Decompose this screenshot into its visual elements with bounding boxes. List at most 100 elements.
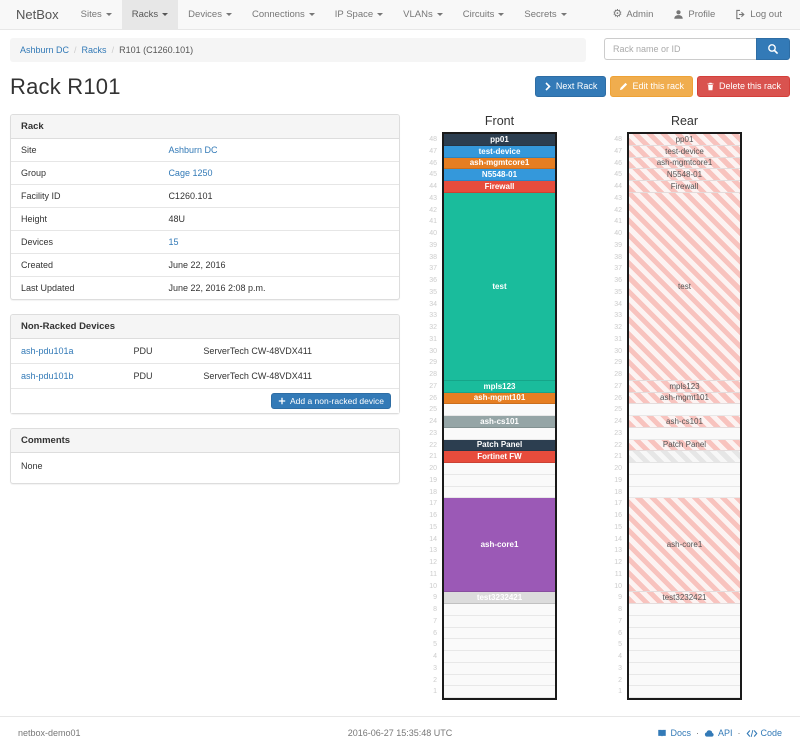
rack-unit-test3232421[interactable]: test3232421 bbox=[629, 592, 740, 604]
unit-number: 13 bbox=[429, 547, 437, 555]
unit-number: 40 bbox=[429, 230, 437, 237]
rack-unit-ash-core1[interactable]: ash-core1 bbox=[629, 498, 740, 593]
nav-item-log-out[interactable]: Log out bbox=[725, 0, 792, 29]
rack-unit-mpls123[interactable]: mpls123 bbox=[629, 380, 740, 393]
add-non-racked-device-button[interactable]: Add a non-racked device bbox=[270, 393, 391, 410]
caret-down-icon bbox=[225, 13, 232, 16]
rack-unit-fortinet-fw[interactable]: Fortinet FW bbox=[444, 451, 555, 463]
rack-unit-test-device[interactable]: test-device bbox=[444, 145, 555, 158]
unit-number: 36 bbox=[429, 277, 437, 284]
footer-link-code[interactable]: Code bbox=[746, 728, 782, 738]
rack-unit-ash-cs101[interactable]: ash-cs101 bbox=[629, 416, 740, 428]
next-rack-button[interactable]: Next Rack bbox=[534, 76, 607, 97]
edit-rack-button[interactable]: Edit this rack bbox=[610, 76, 693, 97]
unit-number: 7 bbox=[618, 617, 622, 625]
nav-item-sites[interactable]: Sites bbox=[71, 0, 122, 29]
nav-item-circuits[interactable]: Circuits bbox=[453, 0, 515, 29]
rack-unit-empty bbox=[629, 474, 740, 487]
rack-unit-test[interactable]: test bbox=[629, 192, 740, 381]
nav-item-connections[interactable]: Connections bbox=[242, 0, 325, 29]
rack-unit-patch-panel[interactable]: Patch Panel bbox=[444, 439, 555, 452]
rack-unit-empty bbox=[444, 651, 555, 663]
rack-unit-ash-mgmtcore1[interactable]: ash-mgmtcore1 bbox=[629, 157, 740, 170]
caret-down-icon bbox=[498, 13, 505, 16]
search-input[interactable] bbox=[604, 38, 756, 60]
device-link-ash-pdu101b[interactable]: ash-pdu101b bbox=[21, 371, 74, 381]
breadcrumb-ashburn-dc[interactable]: Ashburn DC bbox=[20, 45, 70, 55]
rack-attr-value-link[interactable]: Cage 1250 bbox=[168, 168, 213, 178]
rack-elevation-rear: Rear 48 47 46 45 44 43 42 41 40 39 38 37 36 35 34 33 32 3… bbox=[605, 114, 742, 700]
rack-attr-value-link[interactable]: 15 bbox=[168, 237, 179, 247]
rack-attr-row-group: Group Cage 1250 bbox=[11, 161, 399, 185]
search-button[interactable] bbox=[756, 38, 790, 60]
rack-unit-empty bbox=[444, 674, 555, 687]
unit-number: 6 bbox=[433, 629, 437, 637]
rack-unit-patch-panel[interactable]: Patch Panel bbox=[629, 439, 740, 452]
rack-attr-label: Devices bbox=[11, 230, 159, 254]
footer-timestamp: 2016-06-27 15:35:48 UTC bbox=[347, 728, 453, 738]
unit-number: 12 bbox=[429, 559, 437, 566]
rack-unit-empty bbox=[444, 615, 555, 628]
device-label: ash-core1 bbox=[480, 540, 519, 550]
caret-down-icon bbox=[105, 13, 112, 16]
caret-down-icon bbox=[377, 13, 384, 16]
rack-unit-firewall[interactable]: Firewall bbox=[444, 181, 555, 193]
unit-number: 1 bbox=[433, 688, 437, 696]
unit-number: 32 bbox=[429, 324, 437, 331]
nav-item-ip-space[interactable]: IP Space bbox=[325, 0, 393, 29]
app-brand[interactable]: NetBox bbox=[16, 7, 59, 22]
breadcrumb-racks[interactable]: Racks bbox=[81, 45, 107, 55]
nav-item-profile[interactable]: Profile bbox=[663, 0, 725, 29]
delete-rack-button[interactable]: Delete this rack bbox=[696, 76, 790, 97]
unit-number: 37 bbox=[614, 265, 622, 273]
rack-info-panel-title: Rack bbox=[11, 115, 399, 139]
rack-unit-firewall[interactable]: Firewall bbox=[629, 181, 740, 193]
device-label: Firewall bbox=[670, 181, 699, 191]
nav-item-devices[interactable]: Devices bbox=[178, 0, 242, 29]
pencil-icon bbox=[619, 82, 628, 91]
unit-number: 29 bbox=[614, 359, 622, 367]
nav-item-vlans[interactable]: VLANs bbox=[393, 0, 453, 29]
device-label: test3232421 bbox=[662, 593, 707, 603]
device-link-ash-pdu101a[interactable]: ash-pdu101a bbox=[21, 346, 74, 356]
nav-item-racks[interactable]: Racks bbox=[121, 0, 179, 29]
device-label: ash-mgmtcore1 bbox=[469, 158, 530, 168]
rack-unit-empty bbox=[629, 662, 740, 675]
rack-unit-ash-core1[interactable]: ash-core1 bbox=[444, 498, 555, 593]
rack-unit-empty bbox=[629, 427, 740, 440]
rack-unit-ash-cs101[interactable]: ash-cs101 bbox=[444, 416, 555, 428]
device-label: pp01 bbox=[490, 134, 509, 144]
unit-number: 23 bbox=[614, 429, 622, 437]
unit-number: 22 bbox=[429, 441, 437, 449]
non-racked-device-row: ash-pdu101b PDU ServerTech CW-48VDX411 bbox=[11, 363, 399, 388]
footer-link-docs[interactable]: Docs bbox=[657, 728, 691, 738]
footer-links: Docs · API · Code bbox=[527, 728, 782, 738]
rack-unit-pp01[interactable]: pp01 bbox=[444, 134, 555, 146]
rack-unit-ash-mgmt101[interactable]: ash-mgmt101 bbox=[444, 392, 555, 405]
unit-number: 30 bbox=[614, 347, 622, 355]
rack-attr-value-link[interactable]: Ashburn DC bbox=[168, 145, 218, 155]
nav-item-admin[interactable]: ⚙ Admin bbox=[612, 8, 654, 21]
rack-unit-test[interactable]: test bbox=[444, 192, 555, 381]
rack-unit-test3232421[interactable]: test3232421 bbox=[444, 592, 555, 604]
rack-unit-pp01[interactable]: pp01 bbox=[629, 134, 740, 146]
unit-number: 48 bbox=[429, 136, 437, 143]
unit-number: 39 bbox=[614, 241, 622, 249]
unit-number: 33 bbox=[429, 312, 437, 320]
rack-unit-empty bbox=[629, 463, 740, 475]
device-label: N5548-01 bbox=[666, 170, 703, 180]
caret-down-icon bbox=[308, 13, 315, 16]
device-label: Patch Panel bbox=[476, 440, 523, 450]
rack-unit-ash-mgmt101[interactable]: ash-mgmt101 bbox=[629, 392, 740, 405]
rack-unit-test-device[interactable]: test-device bbox=[629, 145, 740, 158]
nav-item-secrets[interactable]: Secrets bbox=[514, 0, 576, 29]
unit-number: 5 bbox=[618, 641, 622, 649]
rack-unit-mpls123[interactable]: mpls123 bbox=[444, 380, 555, 393]
rack-unit-ash-mgmtcore1[interactable]: ash-mgmtcore1 bbox=[444, 157, 555, 170]
unit-number: 29 bbox=[429, 359, 437, 367]
unit-number: 47 bbox=[429, 147, 437, 155]
footer-link-api[interactable]: API bbox=[704, 728, 733, 738]
rack-unit-n5548-01[interactable]: N5548-01 bbox=[444, 169, 555, 181]
rack-unit-n5548-01[interactable]: N5548-01 bbox=[629, 169, 740, 181]
rack-attr-label: Created bbox=[11, 253, 159, 277]
